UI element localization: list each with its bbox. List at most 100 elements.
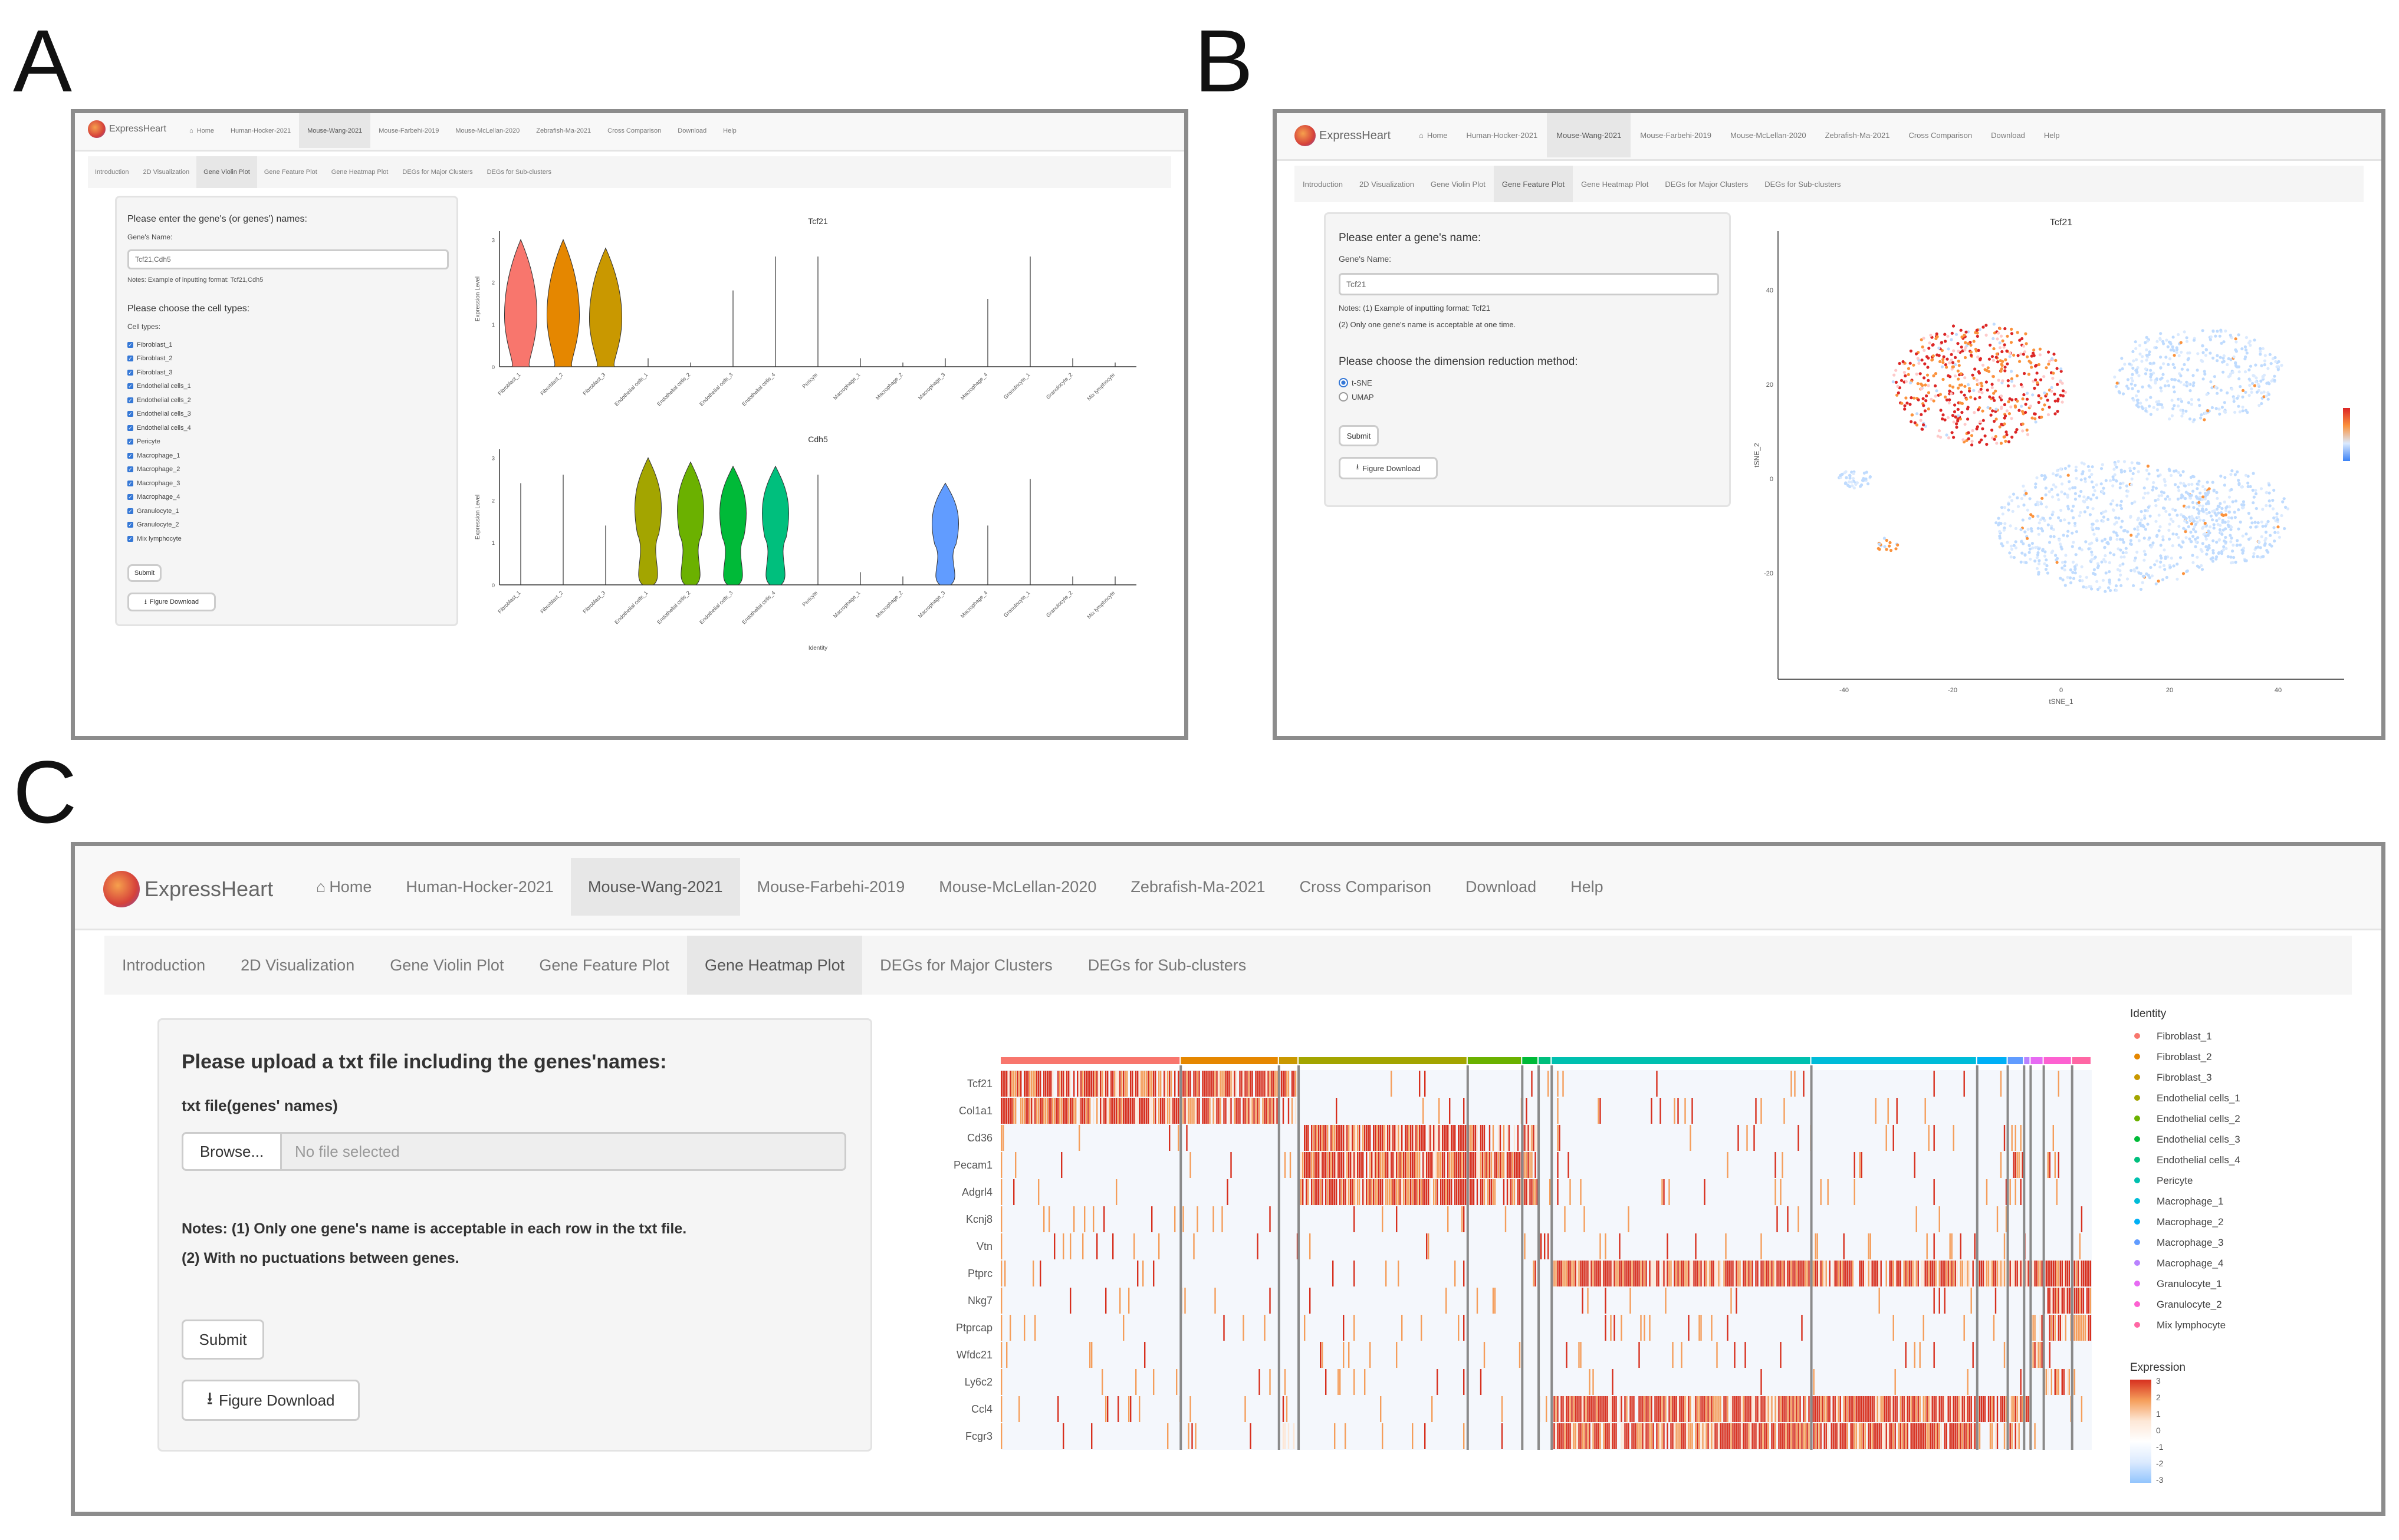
celltype-checkbox[interactable]: ✓ Endothelial cells_1	[127, 380, 191, 394]
nav-item[interactable]: Mouse-McLellan-2020	[939, 877, 1097, 896]
scatter-point	[2034, 378, 2037, 381]
tab-item[interactable]: DEGs for Sub-clusters	[1087, 956, 1247, 974]
submit-button[interactable]: Submit	[127, 564, 162, 582]
heatmap-cell	[1917, 1423, 1919, 1449]
celltype-checkbox[interactable]: ✓ Granulocyte_1	[127, 504, 191, 518]
submit-button[interactable]: Submit	[1339, 425, 1379, 446]
nav-item[interactable]: Mouse-Wang-2021	[299, 113, 371, 148]
tab-item[interactable]: 2D Visualization	[1359, 179, 1414, 189]
nav-item[interactable]: Mouse-Wang-2021	[570, 858, 740, 916]
tab-item[interactable]: DEGs for Major Clusters	[880, 956, 1053, 974]
celltype-checkbox[interactable]: ✓ Fibroblast_2	[127, 352, 191, 366]
browse-button[interactable]: Browse...	[182, 1132, 282, 1171]
scatter-point	[2174, 508, 2177, 512]
tab-item[interactable]: Gene Heatmap Plot	[1581, 179, 1649, 189]
nav-item[interactable]: Human-Hocker-2021	[406, 877, 554, 896]
tab-item[interactable]: Introduction	[1303, 179, 1343, 189]
figure-download-button[interactable]: ⭳ Figure Download	[1339, 457, 1438, 479]
tab-item[interactable]: Gene Violin Plot	[196, 156, 257, 188]
nav-item[interactable]: Mouse-McLellan-2020	[1730, 131, 1806, 140]
scatter-point	[2090, 558, 2094, 561]
celltype-checkbox[interactable]: ✓ Macrophage_1	[127, 449, 191, 463]
heatmap-cell	[1914, 1152, 1915, 1178]
method-radio-tsne[interactable]: t-SNE	[1339, 378, 1372, 387]
tab-item[interactable]: 2D Visualization	[143, 169, 190, 176]
celltype-checkbox[interactable]: ✓ Granulocyte_2	[127, 518, 191, 532]
scatter-point	[2205, 552, 2209, 556]
scatter-point	[1888, 541, 1892, 545]
nav-item[interactable]: Human-Hocker-2021	[1466, 131, 1538, 140]
nav-item[interactable]: Mouse-McLellan-2020	[455, 127, 520, 134]
gene-input[interactable]: Tcf21	[1339, 273, 1719, 295]
nav-item[interactable]: Cross Comparison	[1908, 131, 1973, 140]
figure-download-button[interactable]: ⭳ Figure Download	[127, 593, 216, 611]
nav-item[interactable]: Download	[1991, 131, 2025, 140]
celltype-checkbox[interactable]: ✓ Macrophage_2	[127, 463, 191, 477]
nav-item[interactable]: Help	[1570, 877, 1603, 896]
nav-item[interactable]: Download	[1465, 877, 1537, 896]
celltype-checkbox[interactable]: ✓ Endothelial cells_3	[127, 407, 191, 422]
nav-item[interactable]: Zebrafish-Ma-2021	[1825, 131, 1890, 140]
heatmap-cell	[1149, 1098, 1151, 1124]
submit-button[interactable]: Submit	[182, 1319, 264, 1360]
tab-item[interactable]: Gene Feature Plot	[264, 169, 317, 176]
nav-item[interactable]: Mouse-Farbehi-2019	[379, 127, 439, 134]
nav-item[interactable]: Download	[678, 127, 707, 134]
heatmap-cell	[1024, 1315, 1026, 1341]
figure-download-button[interactable]: ⭳ Figure Download	[182, 1380, 360, 1421]
tab-item[interactable]: DEGs for Sub-clusters	[1764, 179, 1841, 189]
nav-item[interactable]: Cross Comparison	[607, 127, 662, 134]
nav-home[interactable]: ⌂ Home	[1409, 113, 1457, 157]
celltype-checkbox[interactable]: ✓ Endothelial cells_4	[127, 421, 191, 435]
tab-item[interactable]: DEGs for Major Clusters	[402, 169, 473, 176]
tab-item[interactable]: Gene Violin Plot	[1430, 179, 1486, 189]
heatmap-cell	[2075, 1261, 2078, 1286]
celltype-checkbox[interactable]: ✓ Macrophage_4	[127, 491, 191, 505]
scatter-point	[2059, 370, 2063, 373]
nav-item[interactable]: Cross Comparison	[1299, 877, 1432, 896]
nav-item[interactable]: Help	[2043, 131, 2060, 140]
method-radio-umap[interactable]: UMAP	[1339, 392, 1374, 402]
nav-item[interactable]: Mouse-Farbehi-2019	[757, 877, 905, 896]
heatmap-cell	[1218, 1098, 1220, 1124]
tab-item[interactable]: Gene Violin Plot	[390, 956, 504, 974]
celltype-checkbox[interactable]: ✓ Endothelial cells_2	[127, 393, 191, 407]
brand[interactable]: ExpressHeart	[1294, 125, 1391, 146]
tab-item[interactable]: Gene Heatmap Plot	[331, 169, 389, 176]
heatmap-cell	[1933, 1179, 1935, 1205]
file-input[interactable]: No file selected	[280, 1132, 846, 1171]
nav-home[interactable]: ⌂ Home	[181, 113, 222, 148]
tab-item[interactable]: DEGs for Sub-clusters	[487, 169, 551, 176]
celltype-checkbox[interactable]: ✓ Fibroblast_1	[127, 338, 191, 352]
brand[interactable]: ExpressHeart	[103, 871, 273, 907]
scatter-point	[2115, 479, 2118, 483]
tab-item[interactable]: Gene Heatmap Plot	[687, 936, 863, 995]
tab-item[interactable]: Gene Feature Plot	[539, 956, 669, 974]
celltype-checkbox[interactable]: ✓ Pericyte	[127, 435, 191, 449]
heatmap-cell	[1869, 1423, 1871, 1449]
scatter-point	[1934, 372, 1938, 376]
gene-input[interactable]: Tcf21,Cdh5	[127, 249, 449, 269]
tab-item[interactable]: Introduction	[122, 956, 206, 974]
heatmap-cell	[1764, 1423, 1766, 1449]
nav-item[interactable]: Zebrafish-Ma-2021	[1131, 877, 1266, 896]
heatmap-cell	[1191, 1423, 1193, 1449]
heatmap-cell	[1923, 1315, 1924, 1341]
celltype-checkbox[interactable]: ✓ Fibroblast_3	[127, 366, 191, 380]
tab-item[interactable]: Introduction	[95, 169, 129, 176]
tab-item[interactable]: Gene Feature Plot	[1493, 166, 1573, 202]
nav-item[interactable]: Zebrafish-Ma-2021	[536, 127, 591, 134]
tab-item[interactable]: 2D Visualization	[241, 956, 355, 974]
nav-item[interactable]: Mouse-Farbehi-2019	[1640, 131, 1711, 140]
scatter-point	[2175, 514, 2179, 517]
tab-item[interactable]: DEGs for Major Clusters	[1665, 179, 1749, 189]
nav-home[interactable]: ⌂ Home	[299, 858, 389, 916]
brand[interactable]: ExpressHeart	[88, 120, 166, 138]
heatmap-cell	[1580, 1261, 1582, 1286]
scatter-point	[2237, 479, 2240, 482]
celltype-checkbox[interactable]: ✓ Mix lymphocyte	[127, 532, 191, 546]
nav-item[interactable]: Mouse-Wang-2021	[1547, 113, 1631, 157]
celltype-checkbox[interactable]: ✓ Macrophage_3	[127, 476, 191, 491]
nav-item[interactable]: Help	[723, 127, 737, 134]
nav-item[interactable]: Human-Hocker-2021	[231, 127, 291, 134]
